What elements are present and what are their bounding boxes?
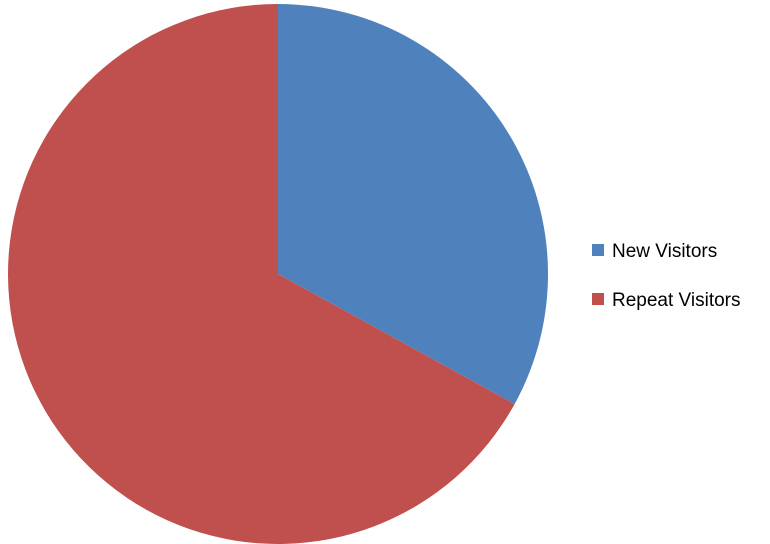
pie-slice-repeat-visitors [7,4,515,544]
legend-label-repeat-visitors: Repeat Visitors [612,290,741,311]
legend-swatch-new-visitors [592,244,604,256]
pie-slice-new-visitors [278,4,548,405]
legend-label-new-visitors: New Visitors [612,241,717,262]
legend: New Visitors Repeat Visitors [592,241,741,311]
pie-slices [7,4,548,544]
legend-swatch-repeat-visitors [592,293,604,305]
